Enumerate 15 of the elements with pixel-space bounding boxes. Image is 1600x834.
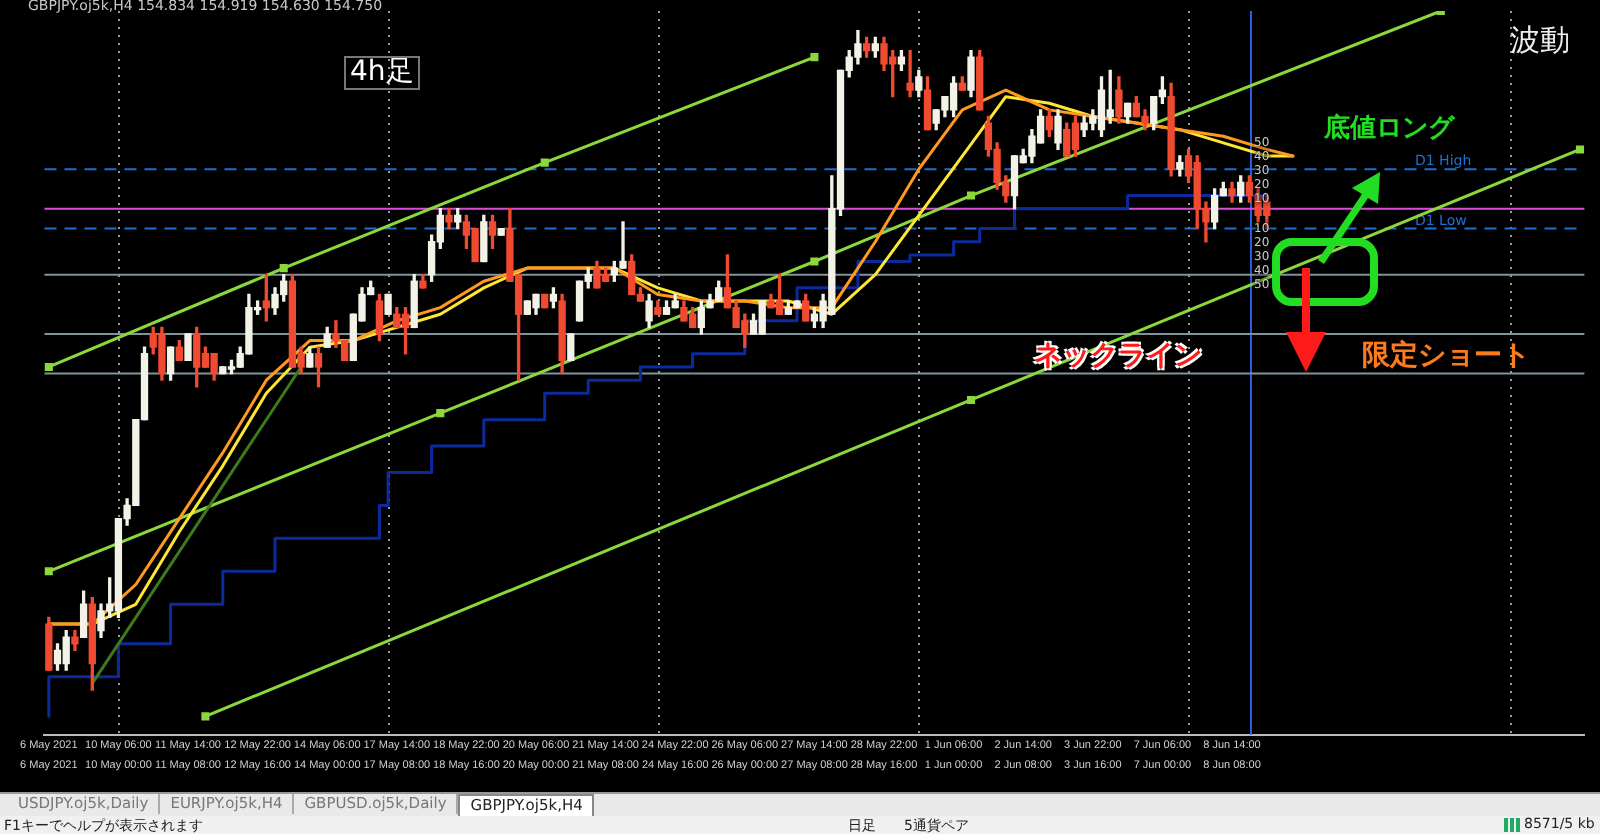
candlestick <box>906 49 914 98</box>
annotation: 限定ショート <box>1362 340 1530 373</box>
annotation: 波動 <box>1510 22 1570 58</box>
point <box>44 362 53 372</box>
point <box>540 158 549 167</box>
point <box>44 567 53 576</box>
annotation: 4h足 <box>344 56 420 91</box>
point <box>279 264 288 273</box>
point <box>966 191 976 200</box>
point <box>436 409 445 418</box>
point <box>966 395 976 404</box>
point <box>810 257 819 266</box>
point <box>810 53 819 62</box>
point <box>1575 145 1585 154</box>
annotation: 底値ロング <box>1324 114 1454 145</box>
